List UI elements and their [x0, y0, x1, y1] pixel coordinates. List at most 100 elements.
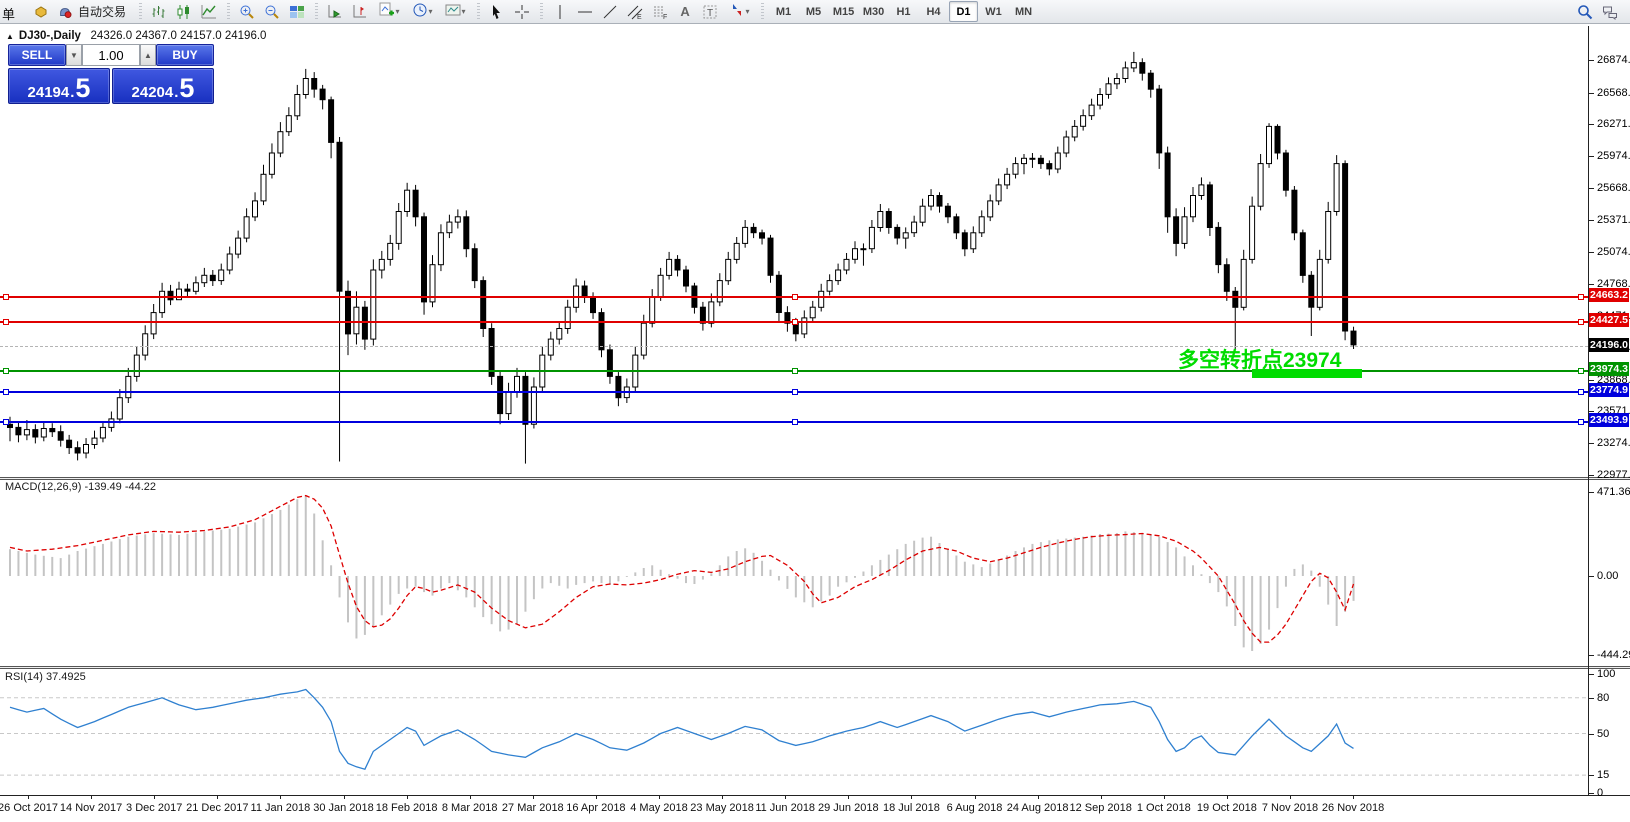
- price-axis-line: [1588, 26, 1589, 795]
- axis-tick-label: -444.29: [1597, 649, 1630, 662]
- price-tag: 24196.0: [1589, 337, 1629, 352]
- volume-input[interactable]: [82, 44, 140, 66]
- trend-line-icon[interactable]: [598, 1, 622, 23]
- date-label: 21 Dec 2017: [186, 802, 249, 814]
- axis-tick: [1589, 775, 1594, 777]
- toolbar-gripper: [475, 2, 482, 21]
- volume-decrease-button[interactable]: ▼: [66, 44, 82, 66]
- line-handle[interactable]: [3, 388, 9, 395]
- date-label: 18 Feb 2018: [375, 802, 438, 814]
- date-label: 7 Nov 2018: [1261, 802, 1319, 814]
- arrows-button[interactable]: ▾: [723, 1, 755, 23]
- time-axis-tick: [1100, 795, 1102, 799]
- time-axis-tick: [154, 795, 156, 799]
- horizontal-line-object[interactable]: [0, 346, 1588, 348]
- buy-price[interactable]: 24204. 5: [112, 68, 214, 104]
- line-handle[interactable]: [1578, 294, 1584, 301]
- timeframe-m1[interactable]: M1: [775, 5, 792, 18]
- panel-splitter[interactable]: [0, 477, 1630, 480]
- date-label: 14 Nov 2017: [59, 802, 123, 814]
- axis-tick: [1589, 474, 1594, 476]
- chart-shift-icon[interactable]: [348, 1, 372, 23]
- line-handle[interactable]: [3, 294, 9, 301]
- time-axis-tick: [1353, 795, 1355, 799]
- search-icon[interactable]: [1573, 1, 1597, 23]
- time-axis-tick: [595, 795, 597, 799]
- line-handle[interactable]: [3, 319, 9, 326]
- equidistant-channel-icon[interactable]: E: [623, 1, 647, 23]
- autotrading-button[interactable]: 自动交易: [54, 1, 133, 23]
- timeframe-m15[interactable]: M15: [832, 5, 855, 18]
- line-handle[interactable]: [1578, 418, 1584, 425]
- line-handle[interactable]: [792, 294, 798, 301]
- line-handle[interactable]: [1578, 388, 1584, 395]
- line-handle[interactable]: [1578, 319, 1584, 326]
- vertical-line-icon[interactable]: [548, 1, 572, 23]
- zoom-in-icon[interactable]: [235, 1, 259, 23]
- axis-tick: [1589, 655, 1594, 657]
- date-label: 29 Jun 2018: [818, 802, 879, 814]
- svg-text:T: T: [707, 8, 713, 19]
- crosshair-icon[interactable]: [510, 1, 534, 23]
- toolbar-gripper: [137, 2, 144, 21]
- bar-chart-icon[interactable]: [147, 1, 171, 23]
- axis-tick-label: 50: [1597, 727, 1610, 740]
- volume-increase-button[interactable]: ▲: [140, 44, 156, 66]
- date-label: 16 Apr 2018: [566, 802, 626, 814]
- templates-button[interactable]: ▾: [439, 1, 471, 23]
- axis-tick-label: 26568.0: [1597, 86, 1630, 99]
- line-handle[interactable]: [1578, 367, 1584, 374]
- horizontal-line-icon[interactable]: [573, 1, 597, 23]
- timeframe-m5[interactable]: M5: [805, 5, 822, 18]
- axis-tick: [1589, 60, 1594, 61]
- text-icon[interactable]: A: [680, 4, 690, 19]
- arrows-icon: [729, 2, 745, 21]
- axis-tick-label: 25974.0: [1597, 149, 1630, 162]
- timeframe-h1[interactable]: H1: [896, 5, 911, 18]
- line-handle[interactable]: [792, 418, 798, 425]
- comments-icon[interactable]: [1598, 1, 1622, 23]
- date-label: 27 Mar 2018: [501, 802, 564, 814]
- add-indicator-button[interactable]: ▾: [373, 1, 405, 23]
- time-axis-tick: [343, 795, 345, 799]
- tile-windows-icon[interactable]: [285, 1, 309, 23]
- text-label-icon[interactable]: T: [698, 1, 722, 23]
- timeframe-d1[interactable]: D1: [949, 1, 979, 22]
- timeframe-group: M1 M5 M15 M30 H1 H4 D1 W1 MN: [769, 1, 1038, 22]
- cursor-icon[interactable]: [485, 1, 509, 23]
- line-handle[interactable]: [792, 388, 798, 395]
- new-order-icon[interactable]: [29, 1, 53, 23]
- timeframe-h4[interactable]: H4: [926, 5, 941, 18]
- timeframe-m30[interactable]: M30: [862, 5, 885, 18]
- new-order-button[interactable]: 订单: [2, 6, 16, 22]
- panel-splitter[interactable]: [0, 666, 1630, 669]
- candlestick-chart-icon[interactable]: [172, 1, 196, 23]
- price-tag: 23493.9: [1589, 412, 1629, 427]
- axis-tick: [1589, 379, 1594, 381]
- timeframe-w1[interactable]: W1: [985, 5, 1002, 18]
- timeframe-mn[interactable]: MN: [1014, 5, 1033, 18]
- date-label: 3 Dec 2017: [126, 802, 183, 814]
- line-handle[interactable]: [792, 319, 798, 326]
- line-handle[interactable]: [3, 418, 9, 425]
- axis-tick-label: 25074.0: [1597, 245, 1630, 258]
- fibonacci-icon[interactable]: F: [648, 1, 672, 23]
- sell-price[interactable]: 24194. 5: [8, 68, 110, 104]
- macd-label: MACD(12,26,9) -139.49 -44.22: [5, 481, 157, 493]
- ohlc-low: 24157.0: [180, 30, 222, 42]
- buy-button[interactable]: BUY: [156, 44, 214, 66]
- auto-scroll-icon[interactable]: [323, 1, 347, 23]
- rsi-label: RSI(14) 37.4925: [5, 671, 86, 683]
- date-label: 24 Aug 2018: [1006, 802, 1069, 814]
- zoom-out-icon[interactable]: [260, 1, 284, 23]
- line-handle[interactable]: [3, 367, 9, 374]
- expand-triangle-icon[interactable]: ▲: [6, 32, 14, 41]
- sell-button[interactable]: SELL: [8, 44, 66, 66]
- axis-tick: [1589, 124, 1594, 126]
- axis-tick: [1589, 697, 1594, 699]
- axis-tick-label: 22977.0: [1597, 468, 1630, 481]
- line-chart-icon[interactable]: [197, 1, 221, 23]
- time-axis-tick: [848, 795, 850, 799]
- periods-button[interactable]: ▾: [406, 1, 438, 23]
- line-handle[interactable]: [792, 367, 798, 374]
